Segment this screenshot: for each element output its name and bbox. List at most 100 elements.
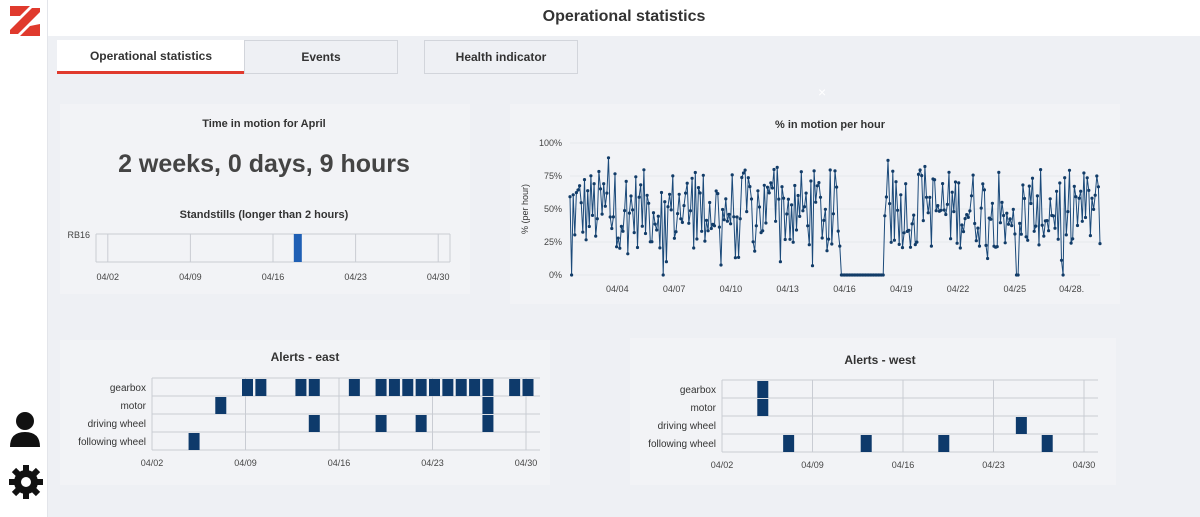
series-point: [1040, 223, 1044, 227]
series-point: [1080, 219, 1084, 223]
series-point: [1000, 200, 1004, 204]
close-icon[interactable]: ×: [818, 84, 827, 100]
series-point: [579, 201, 583, 205]
alerts-west-chart: 04/02 04/09 04/16 04/23 04/30 gearbox motor dri…: [648, 379, 1098, 470]
series-point: [896, 208, 900, 212]
series-point: [608, 215, 612, 219]
series-point: [745, 210, 749, 214]
alert-cell: [188, 433, 200, 450]
series-point: [1059, 258, 1064, 262]
series-line: [569, 157, 1101, 276]
series-point: [589, 174, 593, 178]
series-point: [1067, 168, 1072, 172]
series-point: [836, 229, 840, 233]
series-point: [709, 226, 713, 231]
series-point: [1090, 196, 1094, 200]
series-point: [989, 217, 993, 221]
series-point: [1035, 194, 1039, 198]
series-point: [586, 189, 590, 193]
series-point: [884, 195, 888, 199]
series-point: [764, 221, 768, 225]
y-tick-label: 0%: [549, 270, 562, 280]
series-point: [770, 186, 774, 190]
series-point: [738, 217, 742, 221]
series-point: [1008, 217, 1012, 221]
series-point: [597, 169, 601, 174]
series-point: [692, 246, 696, 250]
series-point: [712, 224, 717, 228]
series-point: [669, 208, 673, 212]
series-point: [833, 169, 837, 173]
series-point: [590, 213, 595, 217]
x-tick-label: 04/23: [344, 272, 367, 282]
series-point: [708, 200, 712, 205]
alerts-west-title: Alerts - west: [844, 353, 916, 367]
series-point: [1096, 185, 1100, 189]
series-point: [780, 185, 784, 189]
tab-operational-statistics[interactable]: Operational statistics: [57, 40, 245, 74]
series-point: [615, 245, 619, 249]
series-point: [1082, 171, 1086, 175]
series-point: [1051, 214, 1055, 218]
series-point: [1034, 224, 1038, 228]
x-tick-label: 04/04: [606, 284, 629, 294]
x-tick-label: 04/30: [1073, 460, 1096, 470]
series-point: [894, 180, 898, 184]
alert-cell: [1015, 417, 1027, 434]
series-point: [774, 219, 778, 223]
series-point: [765, 185, 770, 189]
alert-cell: [308, 379, 320, 396]
series-point: [1018, 221, 1022, 225]
tab-events[interactable]: Events: [244, 40, 398, 74]
series-point: [603, 204, 607, 208]
x-tick-label: 04/22: [947, 284, 970, 294]
series-point: [1088, 234, 1092, 238]
series-point: [1066, 210, 1070, 214]
series-point: [627, 211, 631, 215]
series-point: [611, 215, 615, 219]
alert-cell: [215, 397, 227, 414]
y-axis-label: % (per hour): [520, 184, 530, 234]
series-point: [804, 191, 808, 195]
series-point: [802, 205, 807, 209]
alert-cell: [308, 415, 320, 432]
series-point: [613, 172, 617, 176]
category-label: RB16: [67, 230, 90, 240]
series-point: [640, 224, 644, 228]
series-point: [573, 233, 577, 237]
series-point: [698, 191, 702, 195]
series-point: [753, 249, 757, 253]
series-point: [828, 168, 832, 172]
series-point: [616, 236, 620, 240]
series-point: [961, 230, 966, 234]
alert-cell: [783, 435, 795, 452]
series-point: [809, 179, 813, 183]
series-point: [963, 217, 967, 221]
y-tick-label: 75%: [544, 171, 562, 181]
series-point: [973, 221, 977, 226]
series-point: [801, 209, 805, 213]
series-point: [966, 215, 970, 219]
series-point: [704, 218, 709, 222]
series-point: [658, 246, 662, 250]
series-point: [899, 193, 903, 197]
series-point: [740, 175, 744, 180]
series-point: [838, 244, 842, 248]
y-tick-label: 25%: [544, 237, 562, 247]
gear-icon[interactable]: [8, 464, 44, 500]
series-point: [700, 229, 704, 233]
series-point: [757, 205, 762, 209]
series-point: [578, 184, 582, 188]
series-point: [950, 190, 954, 194]
series-point: [1079, 189, 1083, 193]
category-label: driving wheel: [658, 421, 716, 432]
category-label: gearbox: [110, 383, 146, 394]
series-point: [676, 212, 680, 216]
series-point: [947, 170, 951, 174]
user-icon[interactable]: [8, 410, 42, 448]
series-point: [643, 231, 648, 236]
alerts-east-chart: 04/02 04/09 04/16 04/23 04/30 gearbox motor dri…: [78, 377, 540, 468]
tab-health-indicator[interactable]: Health indicator: [424, 40, 578, 74]
series-point: [695, 237, 699, 241]
series-point: [732, 215, 736, 219]
